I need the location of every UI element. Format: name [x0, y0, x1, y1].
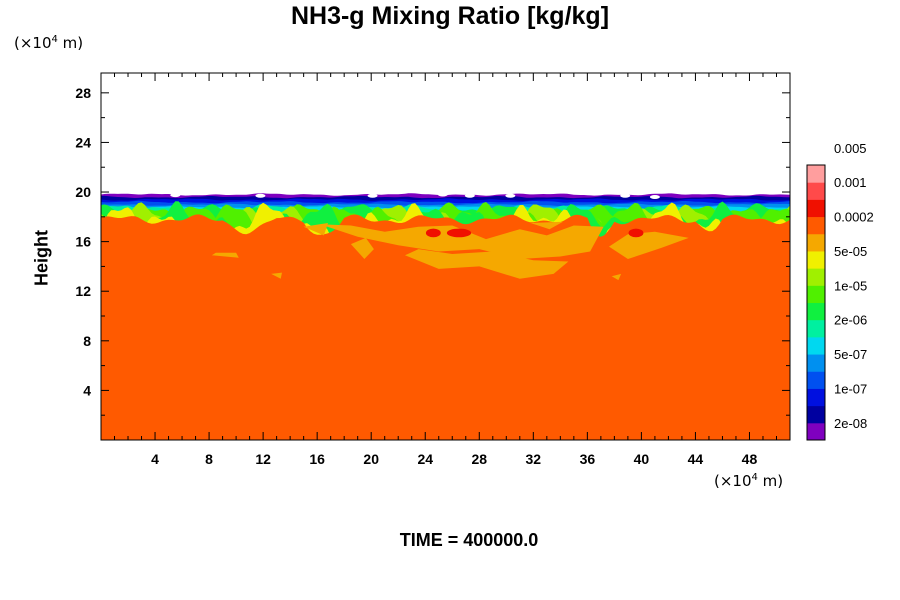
x-tick-label: 8: [205, 451, 213, 467]
peak-0.005: [446, 228, 472, 238]
x-tick-label: 4: [151, 451, 159, 467]
x-tick-label: 20: [363, 451, 379, 467]
bulk-region: [101, 214, 790, 440]
y-axis: 4 8 12 16 20 24 28: [75, 85, 790, 416]
gap: [464, 193, 475, 198]
colorbar-frame: [806, 164, 826, 441]
patch-0.0002: [609, 231, 689, 259]
colorbar-label: 2e-06: [834, 313, 867, 328]
colorbar-cell: [807, 354, 825, 372]
heatmap-field: [101, 73, 790, 440]
y-tick-label: 24: [75, 134, 91, 150]
x-tick-label: 32: [526, 451, 542, 467]
time-label: TIME = 400000.0: [399, 530, 539, 550]
patch-0.0002: [271, 272, 282, 279]
colorbar: 2e-08 1e-07 5e-07 2e-06 1e-05 5e-05 0.0002 0.00…: [806, 141, 874, 441]
gap: [170, 193, 181, 198]
x-tick-label: 36: [580, 451, 596, 467]
x-tick-label: 48: [742, 451, 758, 467]
colorbar-cell: [807, 233, 825, 252]
y-tick-label: 12: [75, 283, 91, 299]
y-axis-unit: (×104 m): [14, 34, 84, 52]
y-tick-label: 20: [75, 184, 91, 200]
gap: [367, 193, 378, 198]
colorbar-cell: [807, 371, 825, 389]
gap: [505, 193, 516, 198]
colorbar-label: 5e-07: [834, 347, 867, 362]
gap: [620, 193, 631, 198]
x-axis-unit: (×104 m): [714, 472, 784, 490]
patch-0.0002: [405, 249, 569, 279]
colorbar-cell: [807, 336, 825, 355]
colorbar-cell: [807, 216, 825, 235]
chart-title: NH3-g Mixing Ratio [kg/kg]: [290, 2, 610, 30]
colorbar-label: 0.0002: [834, 210, 874, 225]
colorbar-label: 5e-05: [834, 244, 867, 259]
y-tick-label: 28: [75, 85, 91, 101]
colorbar-cell: [807, 268, 825, 286]
patch-0.0002: [530, 221, 563, 230]
colorbar-cell: [807, 302, 825, 321]
colorbar-cell: [807, 182, 825, 200]
peak-0.005: [425, 228, 441, 238]
plot-frame: [100, 72, 791, 441]
colorbar-cell: [807, 319, 825, 338]
x-tick-label: 16: [309, 451, 325, 467]
patch-0.0002: [319, 224, 604, 259]
x-tick-label: 24: [417, 451, 433, 467]
colorbar-label: 2e-08: [834, 416, 867, 431]
patch-0.0002: [611, 273, 622, 281]
x-tick-label: 40: [634, 451, 650, 467]
colorbar-label: 0.005: [834, 141, 867, 156]
peak-0.005: [628, 228, 644, 238]
y-tick-label: 16: [75, 234, 91, 250]
patch-0.0002: [211, 252, 239, 258]
x-tick-label: 44: [688, 451, 704, 467]
colorbar-cell: [807, 165, 825, 183]
colorbar-cell: [807, 285, 825, 303]
colorbar-cell: [807, 388, 825, 407]
gap: [437, 192, 448, 197]
colorbar-label: 0.001: [834, 175, 867, 190]
patch-0.0002: [303, 223, 328, 236]
colorbar-label: 1e-07: [834, 381, 867, 396]
colorbar-cell: [807, 250, 825, 269]
y-tick-label: 4: [83, 382, 91, 398]
y-tick-label: 8: [83, 333, 91, 349]
x-axis: 4 8 12 16 20 24 28 32 36 40 44 48: [114, 73, 791, 467]
x-tick-label: 12: [255, 451, 271, 467]
x-tick-label: 28: [471, 451, 487, 467]
gap: [649, 194, 660, 199]
colorbar-cell: [807, 405, 825, 424]
patch-0.0002: [350, 237, 374, 259]
colorbar-cell: [807, 422, 825, 441]
colorbar-label: 1e-05: [834, 278, 867, 293]
gap: [255, 193, 266, 198]
colorbar-cell: [807, 199, 825, 218]
